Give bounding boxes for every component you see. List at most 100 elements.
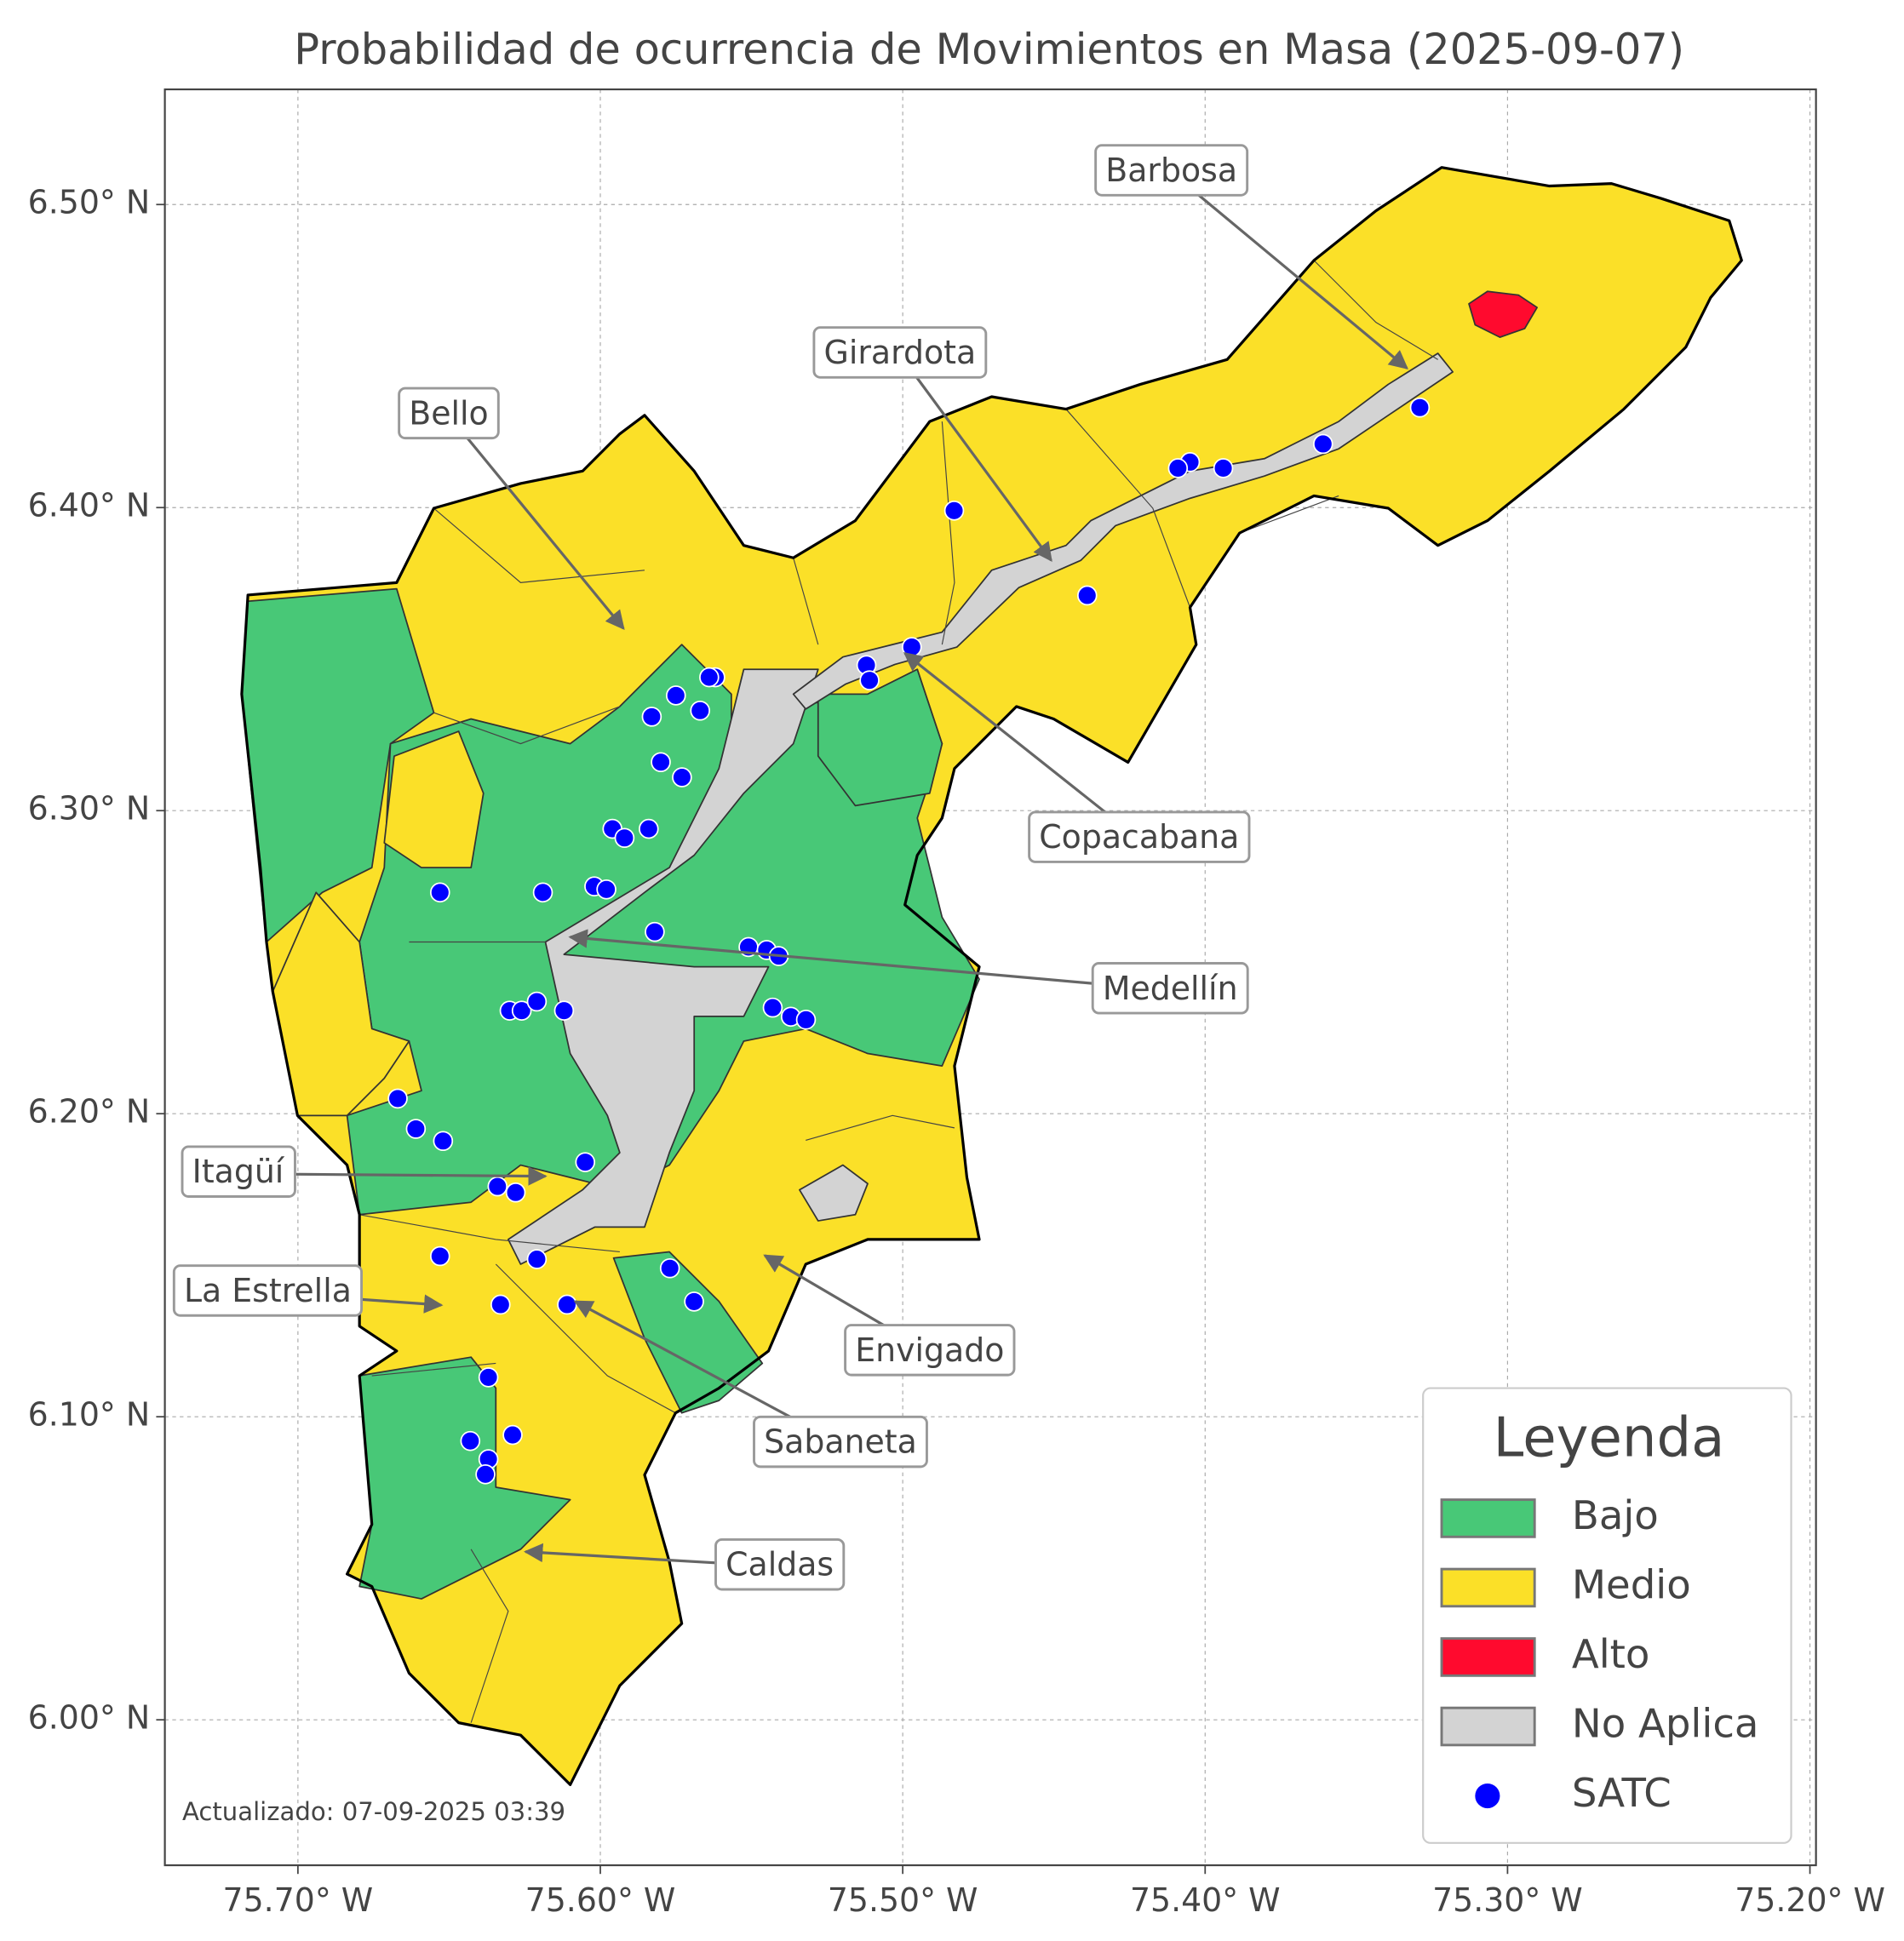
satc-point	[641, 707, 662, 727]
satc-point	[614, 827, 635, 849]
annotation-arrow	[898, 353, 1052, 562]
satc-point	[659, 1257, 680, 1279]
annotation-label: Medellín	[1103, 970, 1238, 1007]
legend-label: SATC	[1572, 1770, 1672, 1816]
satc-point	[1076, 585, 1098, 606]
annotation-arrow	[447, 414, 625, 630]
annotation-label: Envigado	[855, 1331, 1004, 1369]
satc-point	[690, 700, 710, 721]
region-no-aplica	[507, 668, 819, 1265]
satc-point	[1167, 458, 1189, 478]
regions	[240, 166, 1743, 1787]
annotation-box	[812, 326, 988, 379]
annotation-label: Bello	[409, 394, 488, 432]
y-tick-label: 6.20° N	[28, 1093, 150, 1131]
region-medio	[383, 730, 485, 869]
satc-point	[557, 1294, 577, 1315]
region-no-aplica	[792, 352, 1454, 710]
satc-point	[460, 1430, 481, 1451]
legend-patch	[1440, 1706, 1536, 1747]
x-tick-label: 75.70° W	[223, 1881, 374, 1919]
satc-point	[639, 818, 659, 839]
region-outline	[240, 166, 1743, 1787]
satc-point	[526, 991, 548, 1012]
satc-point	[490, 1294, 511, 1315]
annotation-arrow	[1170, 171, 1408, 369]
annotation-box	[398, 386, 500, 440]
x-tick-label: 75.60° W	[525, 1881, 676, 1919]
annotation-arrow	[903, 651, 1140, 840]
legend-marker	[1475, 1783, 1500, 1809]
annotation-arrow	[568, 929, 1171, 992]
satc-point	[1409, 397, 1431, 418]
legend-title: Leyenda	[1494, 1407, 1725, 1470]
satc-point	[505, 1182, 526, 1203]
legend: Leyenda Bajo Medio Alto No Aplica SATC	[1422, 1387, 1792, 1844]
satc-point	[526, 1249, 548, 1269]
satc-point	[1312, 433, 1333, 455]
annotation-box	[753, 1415, 928, 1469]
satc-point	[943, 501, 965, 521]
satc-point	[699, 667, 720, 688]
y-tick-label: 6.10° N	[28, 1396, 150, 1434]
annotation-label: Copacabana	[1039, 818, 1239, 856]
satc-point	[532, 882, 553, 903]
annotation-box	[714, 1537, 846, 1591]
legend-patch	[1440, 1637, 1536, 1677]
y-tick-label: 6.50° N	[28, 184, 150, 221]
satc-point	[511, 1000, 532, 1021]
x-tick-label: 75.20° W	[1735, 1881, 1885, 1919]
legend-label: Alto	[1572, 1631, 1650, 1677]
satc-point	[502, 1424, 523, 1446]
annotation-label: La Estrella	[184, 1272, 352, 1309]
satc-point	[478, 1367, 499, 1388]
annotations: Barbosa Girardota Bello Copacabana Medellín I…	[172, 144, 1408, 1591]
annotation-label: Sabaneta	[764, 1423, 917, 1461]
satc-point	[672, 767, 692, 787]
y-tick-label: 6.40° N	[28, 487, 150, 524]
annotation-box	[172, 1264, 363, 1317]
legend-patch	[1440, 1498, 1536, 1538]
satc-point	[762, 997, 783, 1018]
satc-point	[1213, 458, 1234, 478]
satc-point	[405, 1119, 427, 1139]
annotation-box	[1094, 144, 1249, 197]
annotation-label: Barbosa	[1105, 152, 1237, 189]
region-bajo	[817, 668, 943, 807]
satc-point	[665, 685, 686, 706]
satc-point	[387, 1088, 408, 1109]
update-note: Actualizado: 07-09-2025 03:39	[182, 1797, 565, 1826]
satc-point	[575, 1152, 596, 1172]
map-title: Probabilidad de ocurrencia de Movimiento…	[294, 25, 1684, 74]
satc-point	[487, 1176, 508, 1197]
region-no-aplica	[799, 1164, 869, 1222]
satc-point	[645, 921, 665, 942]
annotation-box	[844, 1324, 1016, 1377]
ticks: 75.70° W 75.60° W 75.50° W 75.40° W 75.30° W…	[28, 184, 1885, 1919]
satc-point	[684, 1291, 704, 1312]
legend-patch	[1440, 1567, 1536, 1608]
legend-label: Bajo	[1572, 1492, 1659, 1538]
satc-point	[859, 670, 880, 690]
annotation-label: Girardota	[824, 334, 977, 371]
satc-point	[429, 1245, 450, 1267]
satc-point	[433, 1131, 454, 1152]
x-tick-label: 75.50° W	[828, 1881, 978, 1919]
annotation-box	[181, 1145, 296, 1198]
plot-frame	[163, 88, 1817, 1867]
annotation-label: Itagüí	[192, 1153, 285, 1190]
satc-point	[651, 752, 671, 773]
annotation-box	[1091, 962, 1249, 1015]
y-tick-label: 6.30° N	[28, 790, 150, 827]
region-alto	[1468, 290, 1538, 338]
satc-point	[795, 1010, 817, 1030]
annotation-label: Caldas	[725, 1546, 834, 1583]
satc-point	[596, 879, 617, 900]
x-tick-label: 75.40° W	[1130, 1881, 1281, 1919]
satc-point	[553, 1000, 575, 1021]
satc-point	[475, 1464, 496, 1485]
legend-label: No Aplica	[1572, 1700, 1759, 1746]
satc-point	[429, 882, 450, 903]
x-tick-label: 75.30° W	[1432, 1881, 1583, 1919]
